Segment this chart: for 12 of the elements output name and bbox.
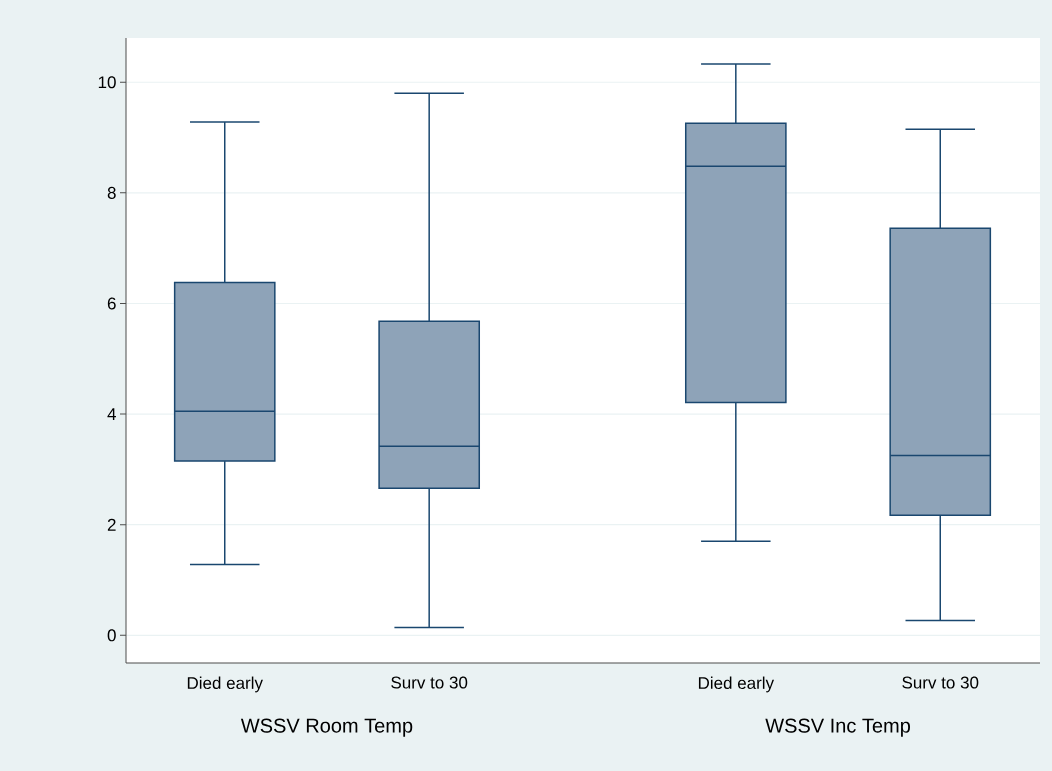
y-tick-label: 10 bbox=[98, 76, 116, 89]
y-tick-label: 8 bbox=[107, 186, 116, 199]
text: WSSV Room Temp bbox=[240, 718, 413, 737]
text: WSSV Inc Temp bbox=[765, 718, 910, 737]
y-tick-label: 2 bbox=[107, 518, 116, 531]
y-tick-label: 4 bbox=[107, 408, 116, 420]
y-tick-label: 0 bbox=[107, 629, 116, 642]
x-tick-label: Died early bbox=[187, 676, 263, 693]
x-tick-label: Surv to 30 bbox=[391, 676, 468, 689]
x-tick-label: Died early bbox=[698, 676, 775, 693]
y-tick-label: 6 bbox=[107, 297, 116, 310]
x-tick-label: Surv to 30 bbox=[902, 676, 979, 689]
